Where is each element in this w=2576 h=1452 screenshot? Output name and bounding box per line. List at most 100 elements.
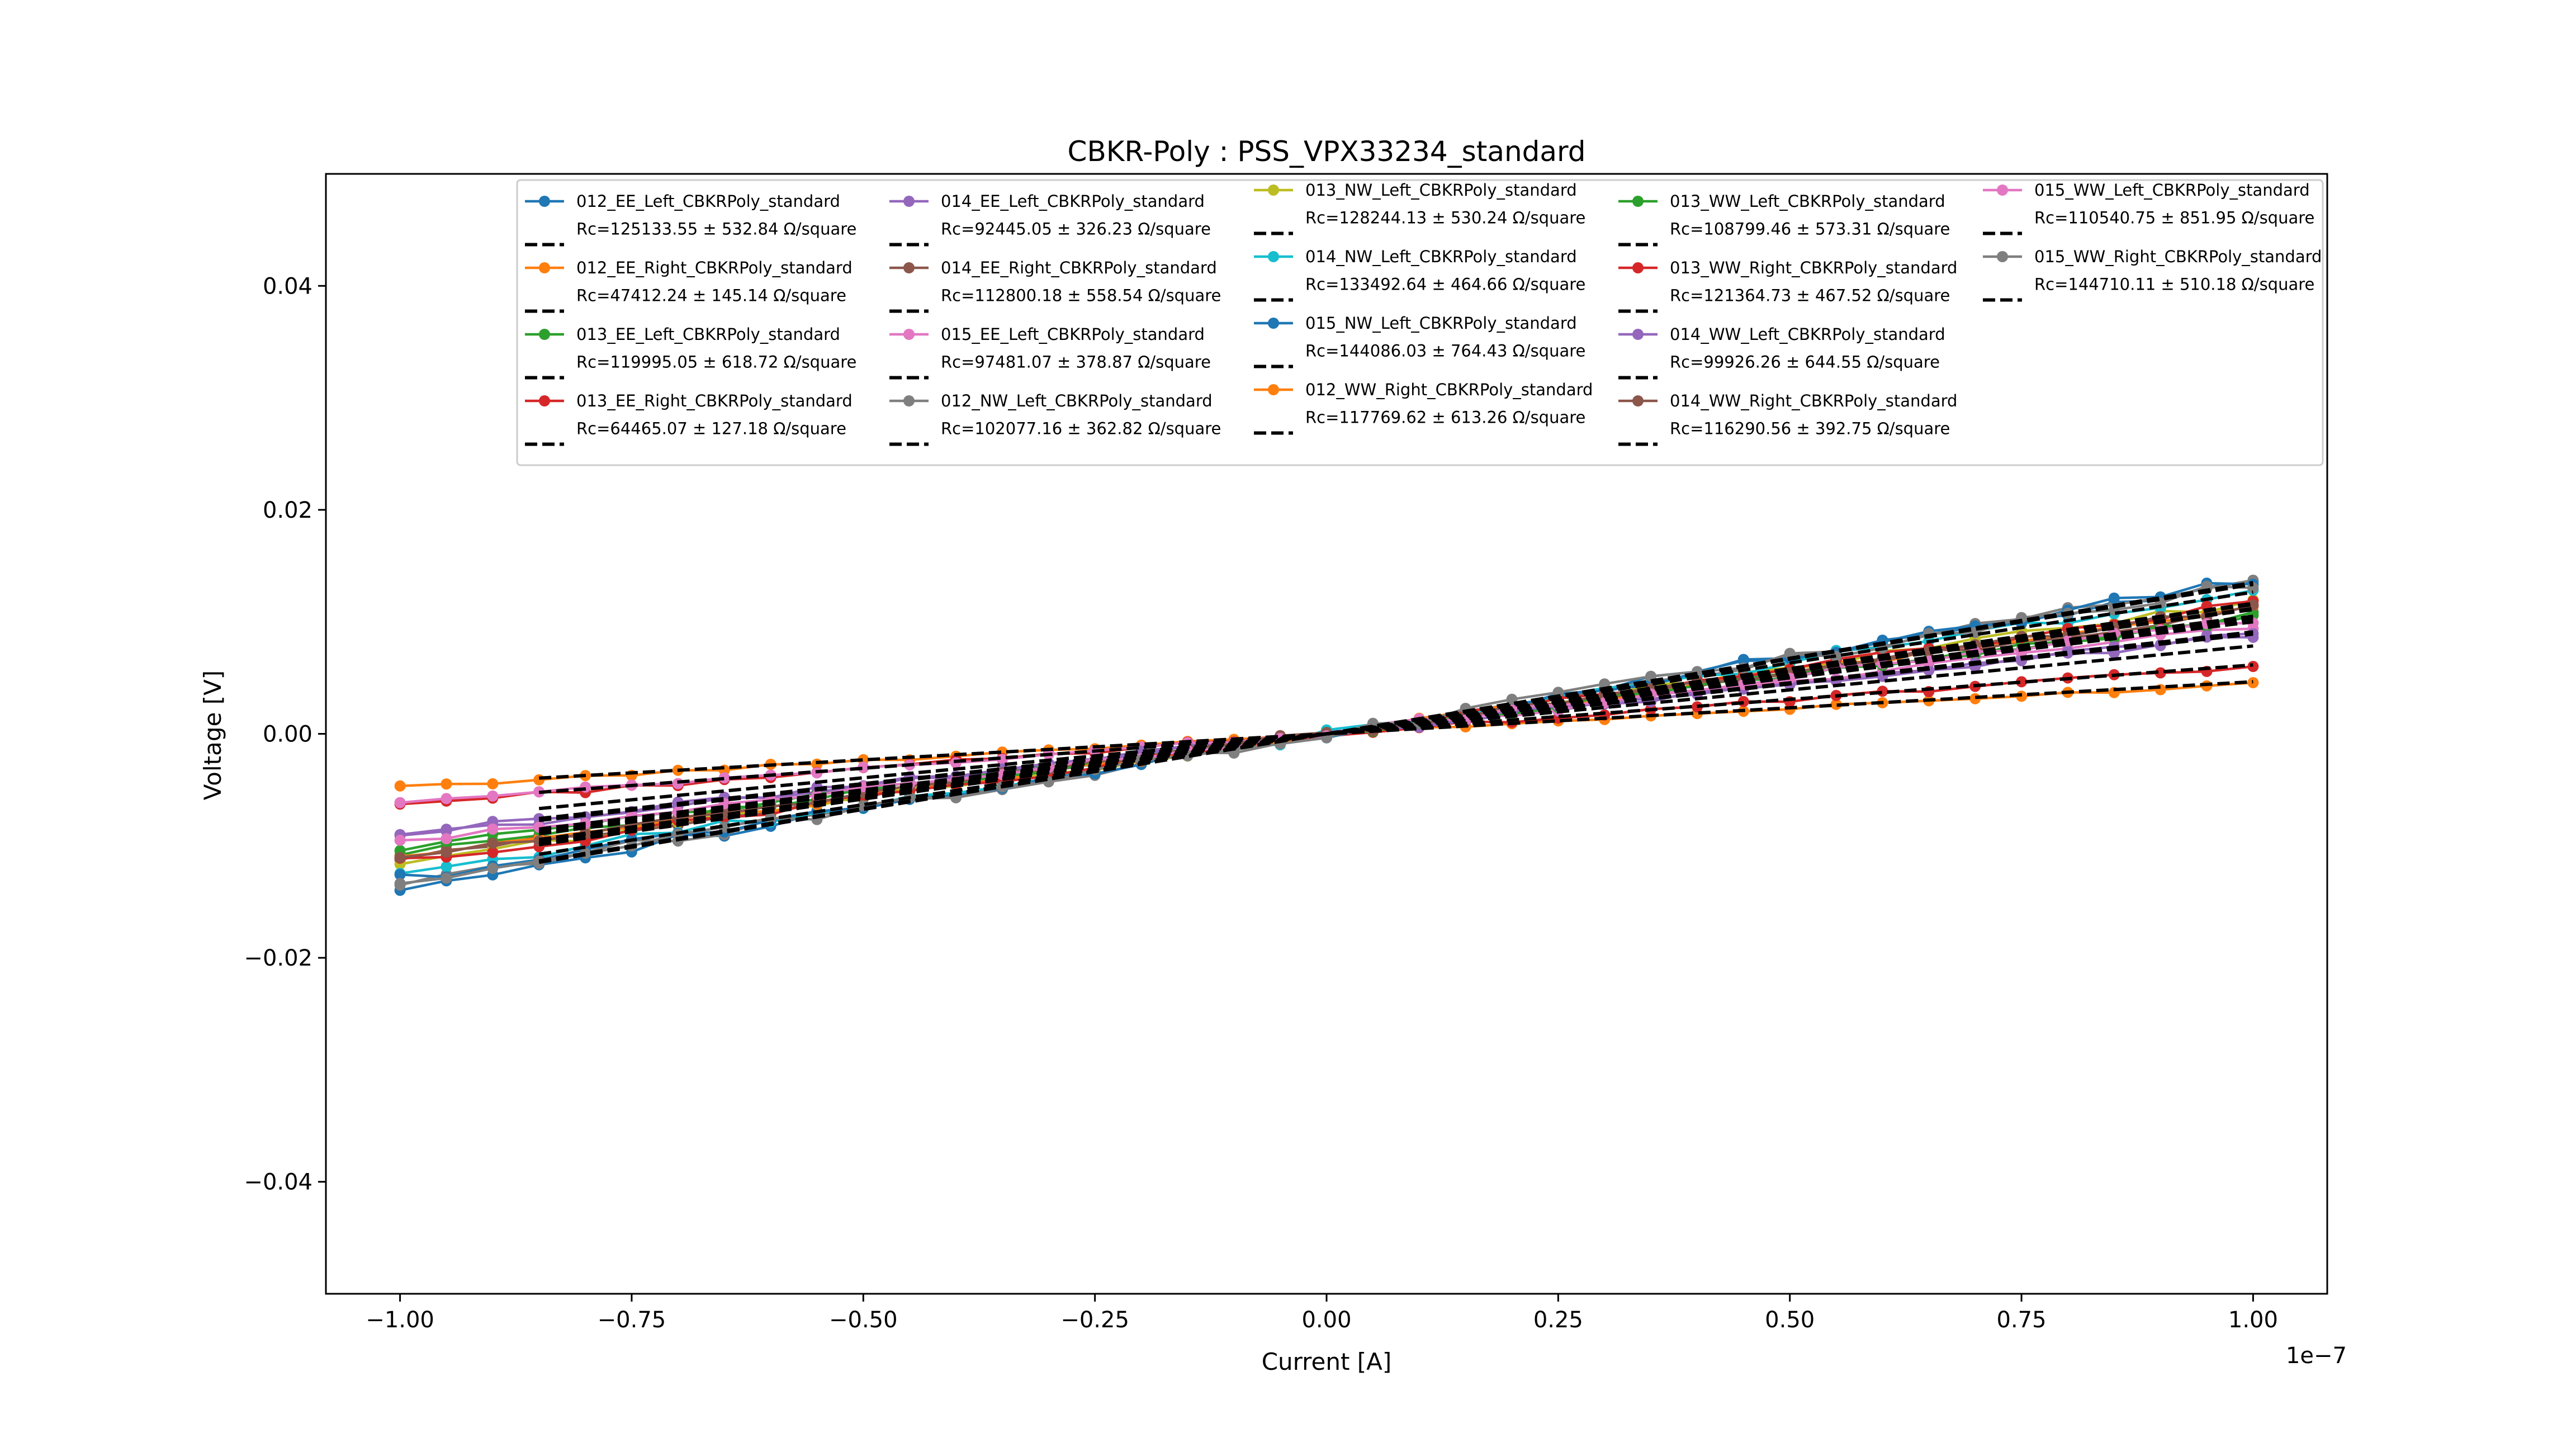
y-axis-label: Voltage [V] xyxy=(199,670,226,800)
legend-label-8: 013_NW_Left_CBKRPoly_standard xyxy=(1305,181,1577,200)
legend-fit-label-8: Rc=128244.13 ± 530.24 Ω/square xyxy=(1305,209,1585,228)
legend-handle-marker-15 xyxy=(1632,395,1644,406)
legend-label-1: 012_EE_Right_CBKRPoly_standard xyxy=(576,258,853,277)
y-tick-label-0: −0.04 xyxy=(244,1170,312,1195)
series-point-13-2 xyxy=(487,846,499,858)
series-point-10-0 xyxy=(394,869,406,881)
legend-handle-marker-16 xyxy=(1997,185,2008,196)
legend-fit-label-5: Rc=112800.18 ± 558.54 Ω/square xyxy=(941,286,1221,305)
legend-fit-label-10: Rc=144086.03 ± 764.43 Ω/square xyxy=(1305,342,1585,361)
legend-handle-marker-6 xyxy=(903,329,915,340)
legend-label-4: 014_EE_Left_CBKRPoly_standard xyxy=(941,192,1205,211)
series-point-3-35 xyxy=(2016,676,2028,688)
series-point-6-0 xyxy=(394,797,406,808)
legend-fit-label-1: Rc=47412.24 ± 145.14 Ω/square xyxy=(576,286,846,305)
legend-handle-marker-10 xyxy=(1268,318,1279,329)
legend-fit-label-17: Rc=144710.11 ± 510.18 Ω/square xyxy=(2034,275,2314,294)
legend: 012_EE_Left_CBKRPoly_standard Rc=125133.5… xyxy=(516,179,2324,466)
x-tick-label-3: −0.25 xyxy=(1060,1307,1129,1333)
x-tick-label-6: 0.50 xyxy=(1765,1307,1815,1333)
axes: −1.00 −0.75 −0.50 −0.25 0.00 0.25 0.50 0.75 1.00… xyxy=(244,173,2328,1333)
legend-handle-marker-8 xyxy=(1268,185,1279,196)
fit-line-15 xyxy=(538,607,2253,842)
legend-handle-marker-5 xyxy=(903,262,915,273)
fit-line-17 xyxy=(538,583,2253,863)
legend-handle-marker-9 xyxy=(1268,251,1279,262)
x-tick-label-2: −0.50 xyxy=(829,1307,898,1333)
legend-fit-label-3: Rc=64465.07 ± 127.18 Ω/square xyxy=(576,419,846,438)
legend-label-7: 012_NW_Left_CBKRPoly_standard xyxy=(941,391,1213,410)
legend-label-3: 013_EE_Right_CBKRPoly_standard xyxy=(576,391,853,410)
legend-fit-label-16: Rc=110540.75 ± 851.95 Ω/square xyxy=(2034,209,2314,228)
series-point-6-2 xyxy=(487,790,499,802)
fit-line-14 xyxy=(538,630,2253,822)
series-point-9-1 xyxy=(441,861,452,872)
legend-fit-label-2: Rc=119995.05 ± 618.72 Ω/square xyxy=(576,353,856,372)
series-point-17-2 xyxy=(487,863,499,874)
x-tick-label-5: 0.25 xyxy=(1533,1307,1583,1333)
legend-handle-marker-4 xyxy=(903,196,915,207)
legend-label-5: 014_EE_Right_CBKRPoly_standard xyxy=(941,258,1217,277)
series-point-17-0 xyxy=(394,878,406,890)
x-tick-label-4: 0.00 xyxy=(1301,1307,1351,1333)
series-point-16-2 xyxy=(487,823,499,835)
fit-line-12 xyxy=(538,617,2253,834)
y-tick-label-2: 0.00 xyxy=(263,722,312,748)
legend-handle-marker-3 xyxy=(539,395,550,406)
series-point-15-2 xyxy=(487,838,499,849)
legend-fit-label-12: Rc=108799.46 ± 573.31 Ω/square xyxy=(1670,220,1950,239)
legend-fit-label-15: Rc=116290.56 ± 392.75 Ω/square xyxy=(1670,419,1950,438)
series-point-3-38 xyxy=(2154,667,2166,679)
y-tick-label-1: −0.02 xyxy=(244,945,312,971)
chart-title: CBKR-Poly : PSS_VPX33234_standard xyxy=(1068,135,1586,168)
legend-label-14: 014_WW_Left_CBKRPoly_standard xyxy=(1670,325,1945,344)
legend-handle-marker-2 xyxy=(539,329,550,340)
series-point-10-37 xyxy=(2108,592,2120,604)
legend-label-2: 013_EE_Left_CBKRPoly_standard xyxy=(576,325,840,344)
legend-box xyxy=(516,179,2324,466)
legend-handle-marker-14 xyxy=(1632,329,1644,340)
legend-handle-marker-17 xyxy=(1997,251,2008,262)
legend-fit-label-6: Rc=97481.07 ± 378.87 Ω/square xyxy=(941,353,1211,372)
fit-line-16 xyxy=(538,620,2253,831)
legend-label-17: 015_WW_Right_CBKRPoly_standard xyxy=(2034,247,2322,266)
legend-label-9: 014_NW_Left_CBKRPoly_standard xyxy=(1305,247,1577,266)
series-point-16-0 xyxy=(394,834,406,846)
legend-fit-label-4: Rc=92445.05 ± 326.23 Ω/square xyxy=(941,220,1211,239)
legend-fit-label-11: Rc=117769.62 ± 613.26 Ω/square xyxy=(1305,408,1585,427)
legend-handle-marker-11 xyxy=(1268,384,1279,395)
legend-label-13: 013_WW_Right_CBKRPoly_standard xyxy=(1670,258,1957,277)
legend-label-11: 012_WW_Right_CBKRPoly_standard xyxy=(1305,380,1593,399)
series-point-17-1 xyxy=(441,872,452,884)
series-point-6-1 xyxy=(441,793,452,805)
legend-label-6: 015_EE_Left_CBKRPoly_standard xyxy=(941,325,1205,344)
legend-handle-marker-7 xyxy=(903,395,915,406)
fit-line-13 xyxy=(538,603,2253,846)
series-point-1-1 xyxy=(441,778,452,790)
plot-area xyxy=(394,574,2259,896)
x-axis-offset-label: 1e−7 xyxy=(2286,1343,2347,1369)
legend-fit-label-0: Rc=125133.55 ± 532.84 Ω/square xyxy=(576,220,856,239)
legend-fit-label-14: Rc=99926.26 ± 644.55 Ω/square xyxy=(1670,353,1940,372)
legend-label-16: 015_WW_Left_CBKRPoly_standard xyxy=(2034,181,2310,200)
legend-fit-label-13: Rc=121364.73 ± 467.52 Ω/square xyxy=(1670,286,1950,305)
series-point-6-7 xyxy=(718,772,730,784)
legend-handle-marker-12 xyxy=(1632,196,1644,207)
legend-handle-marker-1 xyxy=(539,262,550,273)
legend-label-12: 013_WW_Left_CBKRPoly_standard xyxy=(1670,192,1945,211)
series-point-1-2 xyxy=(487,778,499,789)
x-tick-label-7: 0.75 xyxy=(1997,1307,2047,1333)
x-tick-label-1: −0.75 xyxy=(598,1307,666,1333)
y-tick-label-4: 0.04 xyxy=(263,273,312,299)
legend-label-15: 014_WW_Right_CBKRPoly_standard xyxy=(1670,391,1957,410)
series-point-15-1 xyxy=(441,846,452,858)
x-axis-label: Current [A] xyxy=(1262,1348,1392,1375)
x-tick-label-8: 1.00 xyxy=(2228,1307,2278,1333)
series-point-1-31 xyxy=(1830,698,1842,710)
series-point-16-1 xyxy=(441,833,452,844)
series-point-1-0 xyxy=(394,780,406,792)
legend-handle-marker-0 xyxy=(539,196,550,207)
legend-label-0: 012_EE_Left_CBKRPoly_standard xyxy=(576,192,840,211)
